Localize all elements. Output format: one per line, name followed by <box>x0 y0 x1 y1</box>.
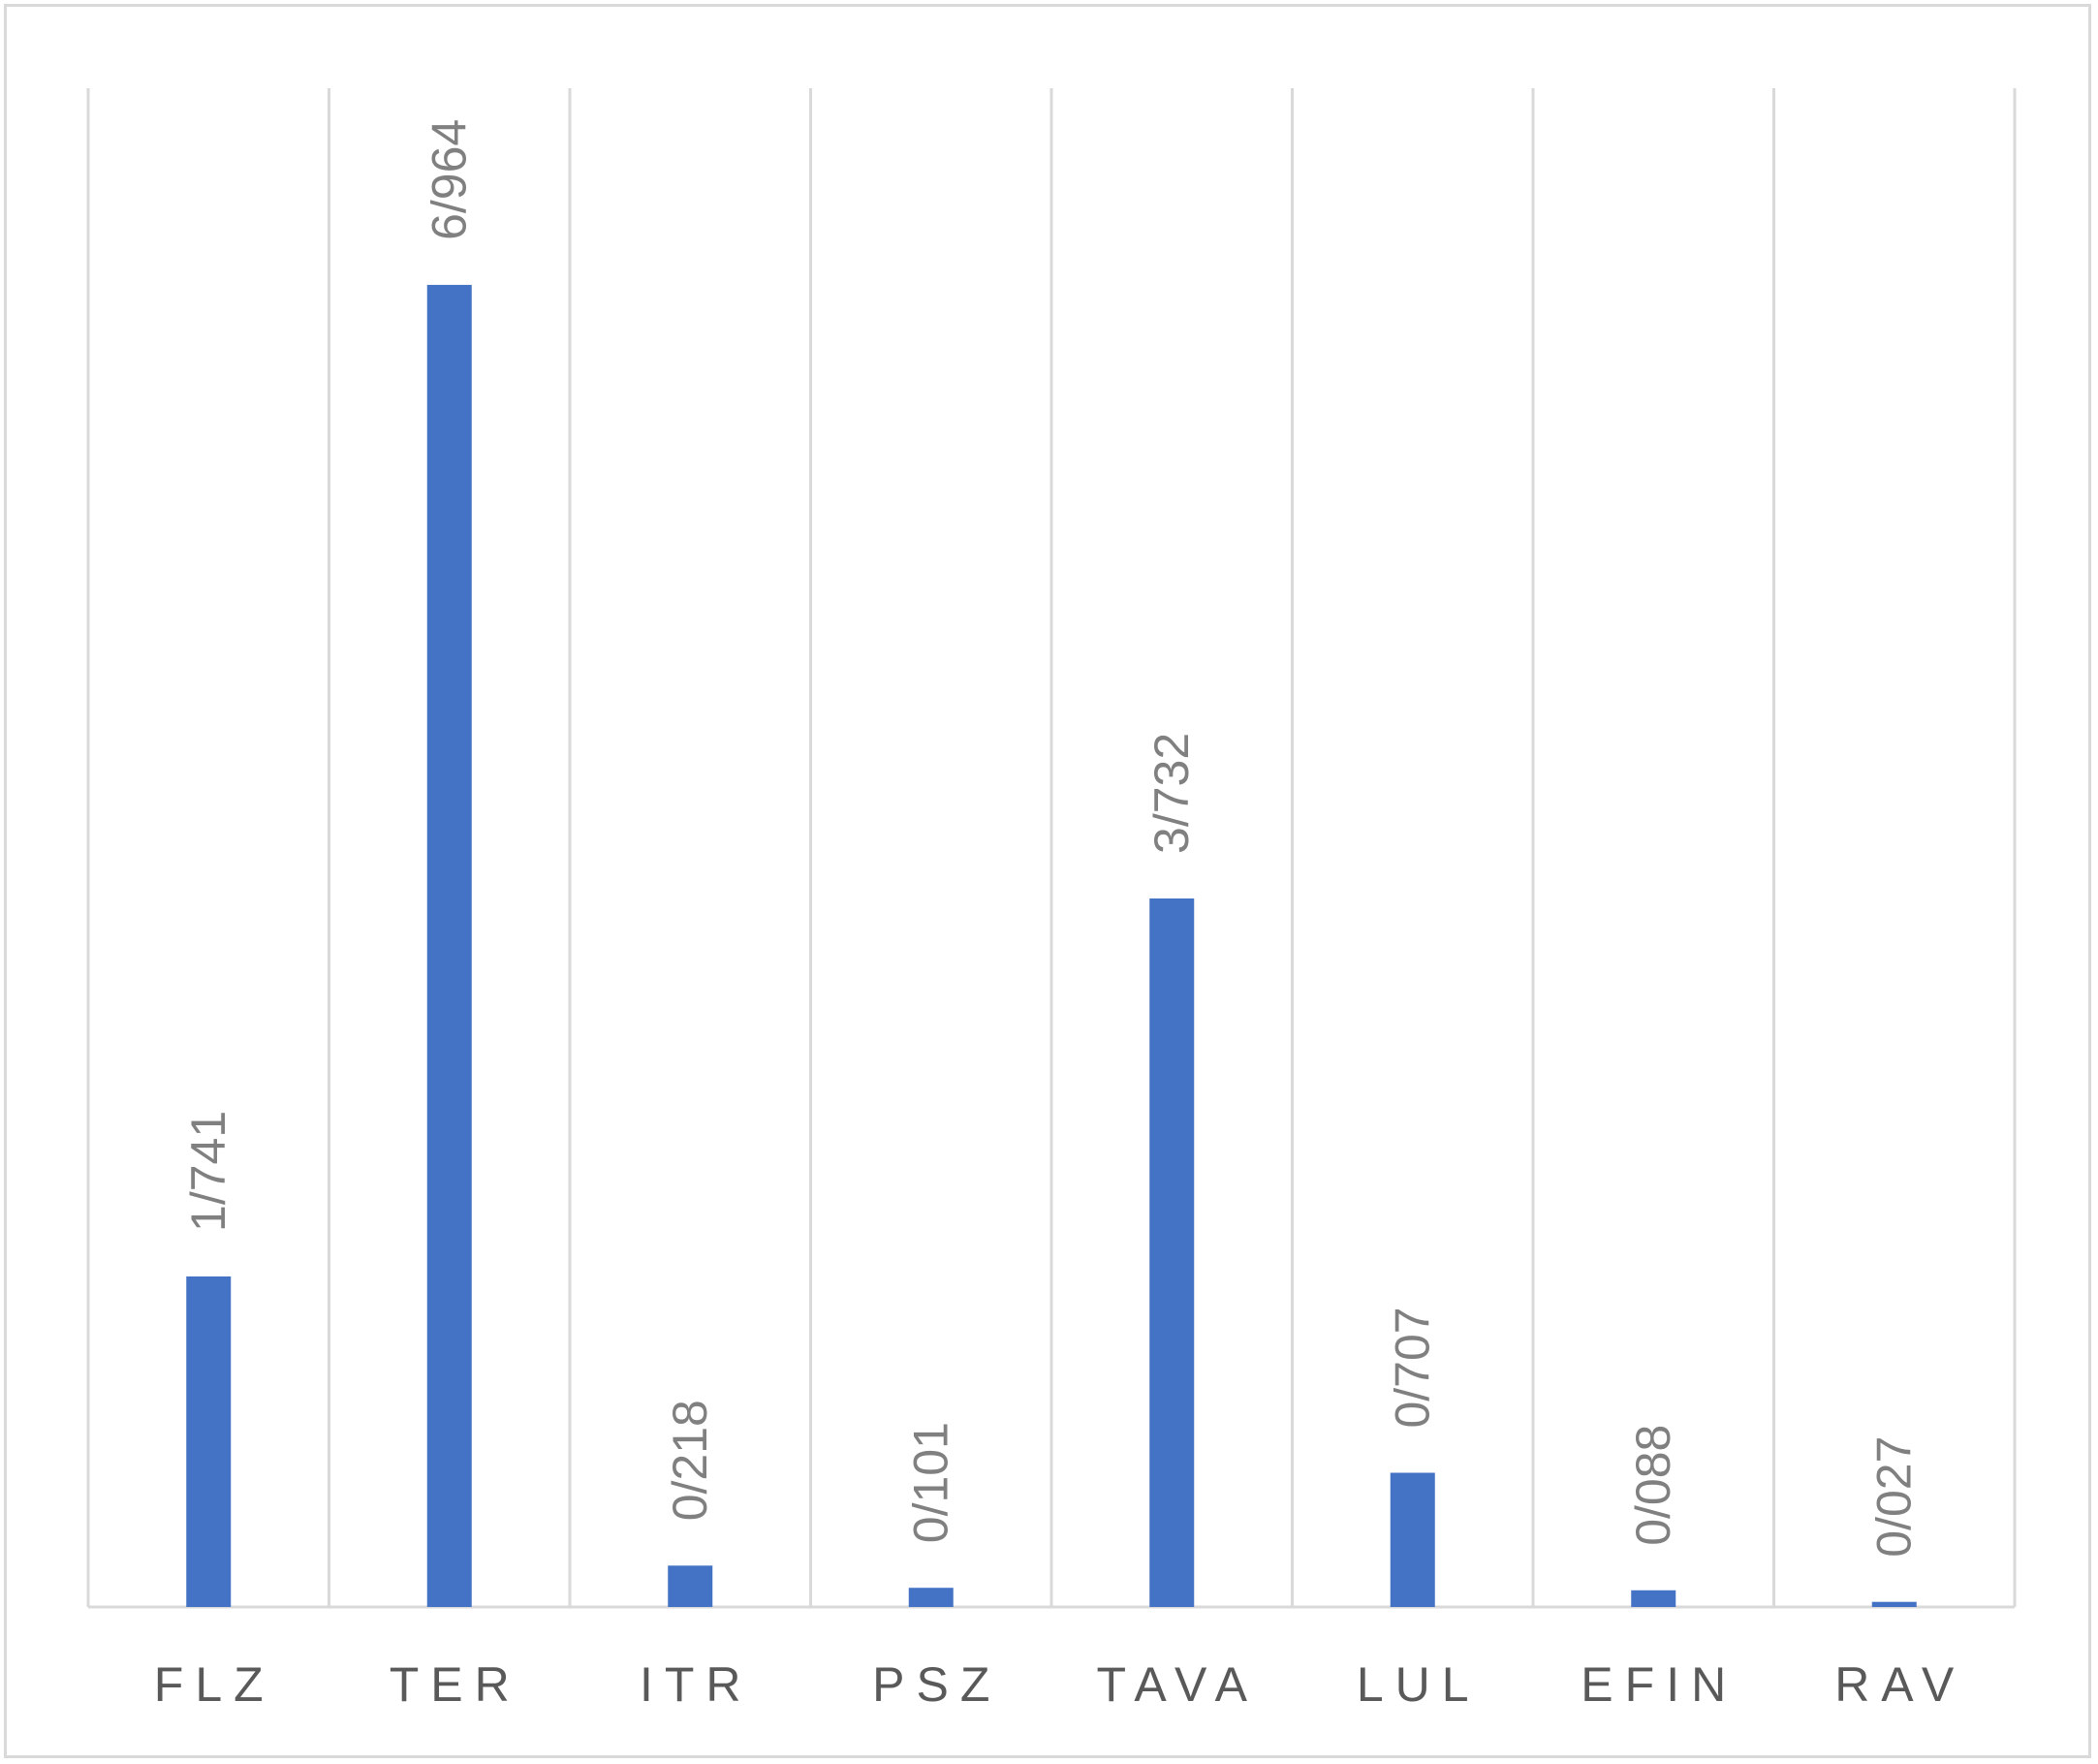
data-label: 0/218 <box>663 1400 717 1521</box>
category-label: EFIN <box>1581 1657 1738 1712</box>
data-label: 0/707 <box>1386 1307 1440 1428</box>
category-label: RAV <box>1834 1657 1965 1712</box>
chart-frame: 1/741 6/964 0/218 0/101 3/732 0/707 0/088 0/027… <box>4 4 2091 1758</box>
data-label: 1/741 <box>181 1111 235 1232</box>
data-label: 3/732 <box>1144 733 1199 854</box>
data-label: 0/027 <box>1867 1436 1922 1558</box>
data-labels: 1/741 6/964 0/218 0/101 3/732 0/707 0/088 0/027 <box>181 119 1922 1558</box>
category-label: TER <box>390 1657 521 1712</box>
category-label: ITR <box>640 1657 753 1712</box>
bar-lul <box>1390 1472 1435 1607</box>
grid-lines <box>86 88 2017 1609</box>
category-label: PSZ <box>872 1657 1001 1712</box>
bar-efin <box>1631 1590 1676 1607</box>
data-label: 0/101 <box>904 1422 958 1543</box>
data-label: 0/088 <box>1626 1425 1680 1546</box>
bar-rav <box>1871 1601 1917 1607</box>
category-label: LUL <box>1357 1657 1481 1712</box>
category-label: TAVA <box>1097 1657 1259 1712</box>
bar-flz <box>186 1276 232 1607</box>
bar-itr <box>668 1565 713 1607</box>
category-label: FLZ <box>154 1657 275 1712</box>
bar-psz <box>908 1588 954 1607</box>
bar-ter <box>426 284 472 1607</box>
bars <box>186 284 1917 1607</box>
category-labels: FLZ TER ITR PSZ TAVA LUL EFIN RAV <box>154 1657 1965 1712</box>
data-label: 6/964 <box>423 119 477 240</box>
bar-chart: 1/741 6/964 0/218 0/101 3/732 0/707 0/088 0/027… <box>86 88 2017 1712</box>
bar-tava <box>1149 898 1195 1607</box>
